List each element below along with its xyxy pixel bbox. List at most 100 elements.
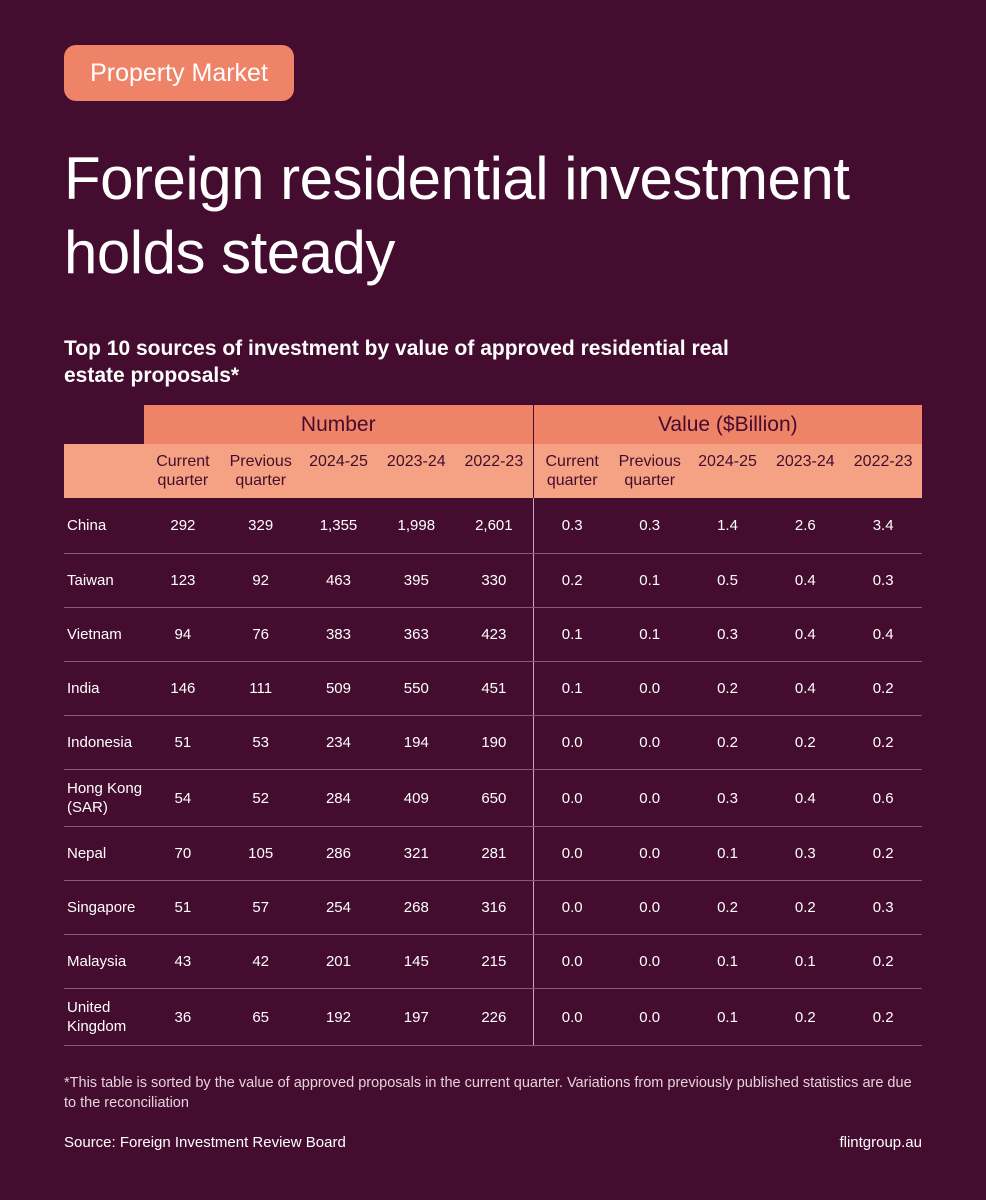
cell-value: 0.1 — [532, 607, 611, 662]
table-row: Nepal 70 105 286 321 281 0.0 0.0 0.1 0.3 0.2 — [64, 826, 923, 881]
cell-number: 509 — [299, 661, 378, 716]
table-row: China 292 329 1,355 1,998 2,601 0.3 0.3 1.4 2.6 3.… — [64, 498, 923, 554]
cell-number: 423 — [455, 607, 534, 662]
cell-value: 0.0 — [532, 715, 611, 770]
page-title: Foreign residential investment holds ste… — [64, 145, 850, 286]
cell-value: 0.0 — [532, 826, 611, 881]
table-row: Indonesia 51 53 234 194 190 0.0 0.0 0.2 0.2 0.2 — [64, 715, 923, 770]
group-header-value: Value ($Billion) — [532, 405, 923, 444]
cell-value: 3.4 — [844, 498, 923, 554]
cell-number: 254 — [299, 880, 378, 935]
cell-number: 284 — [299, 769, 378, 827]
investment-table: Number Value ($Billion) Current quarter … — [64, 405, 923, 1046]
cell-value: 0.4 — [766, 661, 845, 716]
cell-number: 36 — [144, 988, 222, 1046]
column-header: 2022-23 — [455, 444, 534, 498]
table-row: India 146 111 509 550 451 0.1 0.0 0.2 0.4 0.2 — [64, 661, 923, 716]
cell-number: 215 — [455, 934, 534, 989]
column-header: 2023-24 — [766, 444, 845, 498]
cell-value: 0.3 — [688, 607, 767, 662]
cell-number: 111 — [221, 661, 300, 716]
table-row: Malaysia 43 42 201 145 215 0.0 0.0 0.1 0.1 0.2 — [64, 934, 923, 989]
cell-number: 1,355 — [299, 498, 378, 554]
cell-value: 0.1 — [610, 553, 689, 608]
cell-value: 0.3 — [844, 880, 923, 935]
cell-number: 42 — [221, 934, 300, 989]
cell-number: 268 — [377, 880, 456, 935]
cell-number: 52 — [221, 769, 300, 827]
cell-number: 329 — [221, 498, 300, 554]
cell-number: 146 — [144, 661, 222, 716]
table-row: Taiwan 123 92 463 395 330 0.2 0.1 0.5 0.4 0.3 — [64, 553, 923, 608]
table-row: United Kingdom 36 65 192 197 226 0.0 0.0 0.1 0.2 0… — [64, 988, 923, 1046]
row-country: Malaysia — [64, 934, 144, 989]
cell-value: 2.6 — [766, 498, 845, 554]
cell-value: 0.0 — [610, 715, 689, 770]
cell-value: 0.4 — [766, 769, 845, 827]
cell-number: 451 — [455, 661, 534, 716]
cell-value: 0.4 — [766, 553, 845, 608]
cell-value: 0.2 — [766, 715, 845, 770]
cell-value: 0.2 — [844, 715, 923, 770]
cell-number: 409 — [377, 769, 456, 827]
cell-value: 0.0 — [532, 880, 611, 935]
cell-number: 53 — [221, 715, 300, 770]
column-header: 2022-23 — [844, 444, 923, 498]
cell-value: 0.3 — [766, 826, 845, 881]
column-header-country — [64, 444, 144, 498]
cell-value: 0.0 — [532, 988, 611, 1046]
cell-value: 1.4 — [688, 498, 767, 554]
cell-value: 0.1 — [766, 934, 845, 989]
table-subtitle: Top 10 sources of investment by value of… — [64, 337, 729, 387]
cell-value: 0.2 — [532, 553, 611, 608]
cell-value: 0.0 — [610, 934, 689, 989]
cell-value: 0.2 — [766, 880, 845, 935]
cell-number: 650 — [455, 769, 534, 827]
cell-value: 0.0 — [610, 769, 689, 827]
cell-value: 0.2 — [688, 880, 767, 935]
cell-number: 54 — [144, 769, 222, 827]
cell-value: 0.0 — [610, 826, 689, 881]
cell-number: 226 — [455, 988, 534, 1046]
cell-number: 192 — [299, 988, 378, 1046]
cell-number: 94 — [144, 607, 222, 662]
group-header-row: Number Value ($Billion) — [64, 405, 923, 444]
column-header: 2024-25 — [299, 444, 378, 498]
cell-number: 1,998 — [377, 498, 456, 554]
column-header: Previous quarter — [610, 444, 689, 498]
cell-number: 201 — [299, 934, 378, 989]
cell-number: 123 — [144, 553, 222, 608]
cell-number: 105 — [221, 826, 300, 881]
cell-number: 51 — [144, 715, 222, 770]
cell-value: 0.0 — [532, 769, 611, 827]
cell-number: 234 — [299, 715, 378, 770]
table-row: Hong Kong (SAR) 54 52 284 409 650 0.0 0.0 0.3 0.4… — [64, 769, 923, 827]
cell-value: 0.1 — [688, 826, 767, 881]
row-country: Nepal — [64, 826, 144, 881]
cell-value: 0.2 — [688, 661, 767, 716]
cell-value: 0.2 — [688, 715, 767, 770]
cell-number: 57 — [221, 880, 300, 935]
cell-value: 0.6 — [844, 769, 923, 827]
cell-value: 0.3 — [610, 498, 689, 554]
row-country: Hong Kong (SAR) — [64, 769, 144, 827]
cell-value: 0.0 — [610, 880, 689, 935]
cell-value: 0.5 — [688, 553, 767, 608]
row-country: Singapore — [64, 880, 144, 935]
cell-number: 281 — [455, 826, 534, 881]
table-row: Singapore 51 57 254 268 316 0.0 0.0 0.2 0.2 0.3 — [64, 880, 923, 935]
cell-number: 92 — [221, 553, 300, 608]
cell-number: 330 — [455, 553, 534, 608]
row-country: United Kingdom — [64, 988, 144, 1046]
cell-number: 190 — [455, 715, 534, 770]
table-row: Vietnam 94 76 383 363 423 0.1 0.1 0.3 0.4 0.4 — [64, 607, 923, 662]
source-credit: Source: Foreign Investment Review Board — [64, 1134, 346, 1151]
column-header: 2023-24 — [377, 444, 456, 498]
cell-value: 0.1 — [688, 934, 767, 989]
row-country: Vietnam — [64, 607, 144, 662]
corner-cell — [64, 405, 144, 444]
column-header: 2024-25 — [688, 444, 767, 498]
cell-number: 286 — [299, 826, 378, 881]
cell-value: 0.3 — [532, 498, 611, 554]
cell-value: 0.1 — [610, 607, 689, 662]
